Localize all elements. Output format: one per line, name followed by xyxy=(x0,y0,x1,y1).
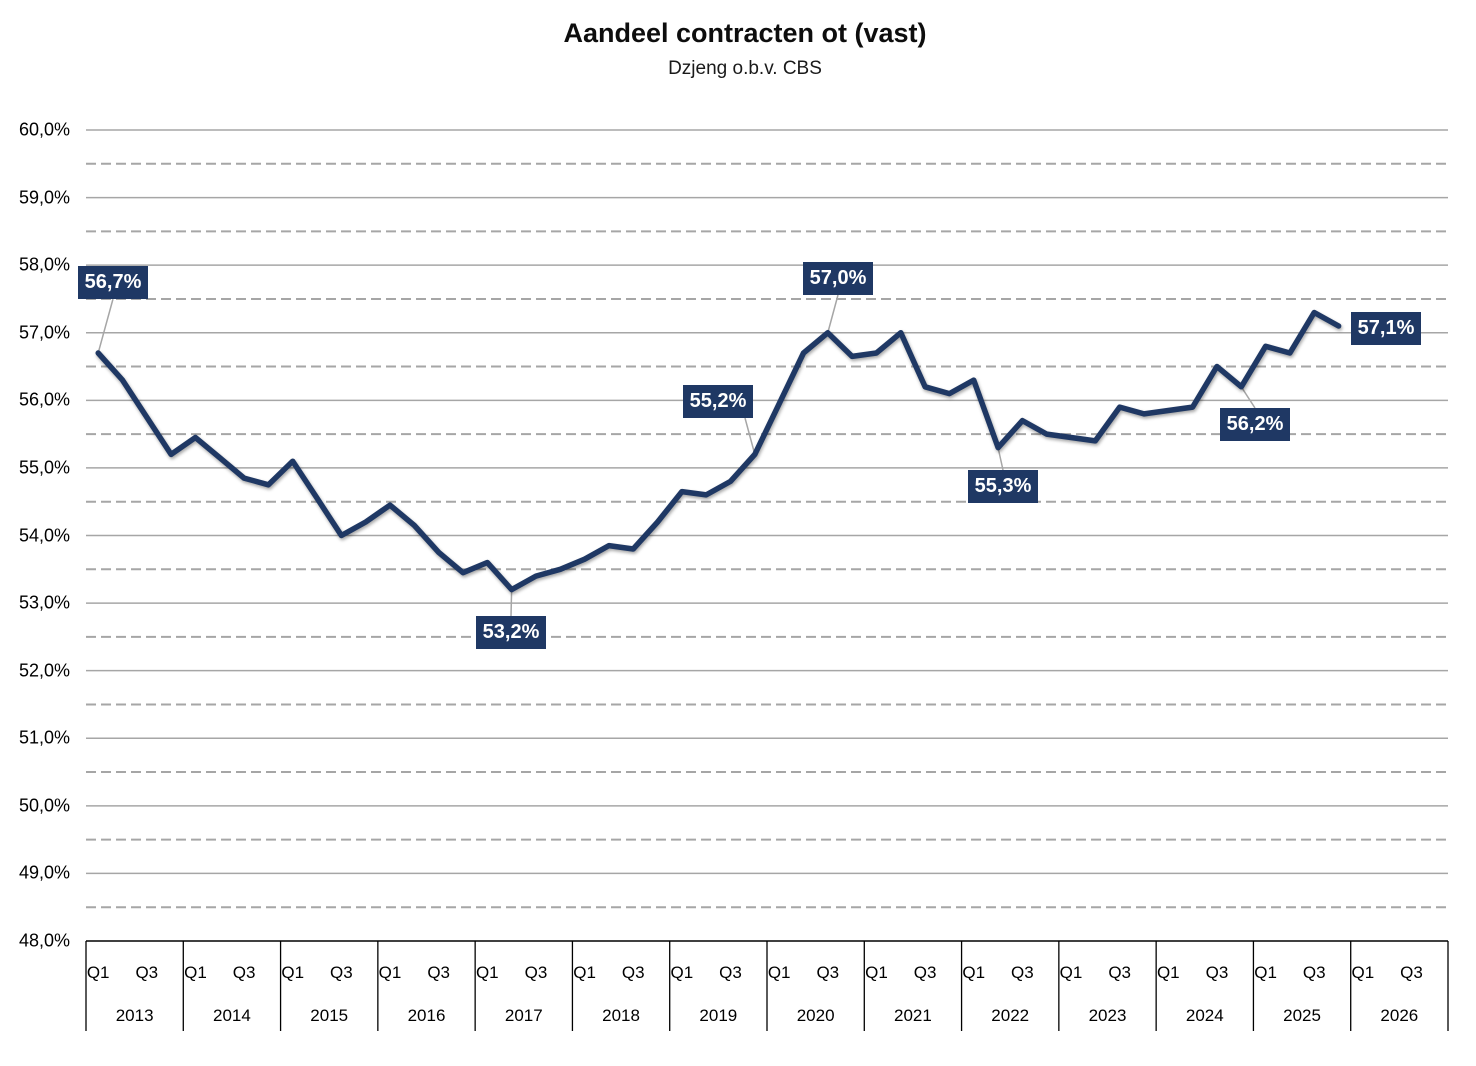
x-axis-quarter-label: Q1 xyxy=(767,963,791,982)
x-axis-quarter-label: Q3 xyxy=(1400,963,1423,982)
x-axis-year-label: 2015 xyxy=(310,1006,349,1025)
y-axis-tick-label: 48,0% xyxy=(18,930,70,951)
y-axis-tick-label: 51,0% xyxy=(18,727,70,748)
x-axis-quarter-label: Q3 xyxy=(524,963,548,982)
x-axis-quarter-label: Q3 xyxy=(427,963,450,982)
series-line xyxy=(95,309,1342,593)
x-axis-quarter-label: Q3 xyxy=(1011,963,1034,982)
x-axis-quarter-label: Q1 xyxy=(1156,963,1180,982)
x-axis-quarter-label: Q1 xyxy=(865,963,888,982)
data-label-leader-line xyxy=(1240,386,1256,409)
x-axis-year-label: 2026 xyxy=(1380,1006,1419,1025)
x-axis-year-label: 2018 xyxy=(602,1006,640,1025)
y-axis-tick-label: 49,0% xyxy=(18,862,70,883)
chart-title: Aandeel contracten ot (vast) xyxy=(563,18,927,48)
x-axis-quarter-label: Q1 xyxy=(184,963,207,982)
x-axis-quarter-label: Q3 xyxy=(232,963,256,982)
x-axis-quarter-label: Q3 xyxy=(913,963,937,982)
x-axis-quarter-label: Q1 xyxy=(573,963,596,982)
data-point-label: 55,3% xyxy=(968,470,1038,503)
x-axis-quarter-label: Q3 xyxy=(330,963,353,982)
x-axis-quarter-label: Q3 xyxy=(621,963,645,982)
y-axis-tick-label: 57,0% xyxy=(18,322,70,343)
chart-subtitle: Dzjeng o.b.v. CBS xyxy=(668,58,822,79)
x-axis-year-label: 2023 xyxy=(1088,1006,1127,1025)
y-axis-tick-label: 53,0% xyxy=(18,592,70,613)
y-axis-tick-label: 52,0% xyxy=(18,660,70,681)
data-point-label: 56,2% xyxy=(1220,408,1290,441)
x-axis-quarter-label: Q1 xyxy=(86,963,110,982)
data-point-label: 53,2% xyxy=(476,616,546,649)
x-axis-year-label: 2019 xyxy=(699,1006,738,1025)
data-label-leader-line xyxy=(827,294,839,333)
y-axis-tick-label: 59,0% xyxy=(18,187,70,208)
x-axis-quarter-label: Q1 xyxy=(1059,963,1083,982)
data-point-label: 57,0% xyxy=(803,262,873,295)
y-axis-tick-label: 55,0% xyxy=(18,457,70,478)
data-label-leader-line xyxy=(97,298,114,354)
x-axis-quarter-label: Q1 xyxy=(1254,963,1277,982)
x-axis-year-label: 2024 xyxy=(1185,1006,1224,1025)
data-label-leader-line xyxy=(510,589,513,617)
x-axis-quarter-label: Q3 xyxy=(719,963,742,982)
x-axis-quarter-label: Q1 xyxy=(281,963,305,982)
x-axis-quarter-label: Q1 xyxy=(962,963,986,982)
x-axis-quarter-label: Q3 xyxy=(135,963,159,982)
x-axis-quarter-label: Q1 xyxy=(378,963,402,982)
x-axis-year-label: 2013 xyxy=(115,1006,154,1025)
x-axis-quarter-label: Q3 xyxy=(1205,963,1229,982)
y-axis-tick-label: 54,0% xyxy=(18,525,70,545)
x-axis-quarter-label: Q3 xyxy=(1302,963,1326,982)
x-axis-year-label: 2014 xyxy=(213,1006,251,1025)
y-axis-tick-label: 60,0% xyxy=(18,119,70,140)
x-axis-quarter-label: Q1 xyxy=(670,963,694,982)
data-point-label: 55,2% xyxy=(683,385,753,418)
y-axis-tick-label: 58,0% xyxy=(18,254,70,275)
data-point-label: 56,7% xyxy=(78,266,148,299)
x-axis-year-label: 2022 xyxy=(991,1006,1030,1025)
x-axis-quarter-label: Q1 xyxy=(475,963,499,982)
data-point-label: 57,1% xyxy=(1351,312,1421,345)
x-axis-year-label: 2025 xyxy=(1283,1006,1321,1025)
x-axis-quarter-label: Q3 xyxy=(816,963,840,982)
x-axis-year-label: 2016 xyxy=(407,1006,446,1025)
data-label-leader-line xyxy=(997,447,1004,471)
x-axis-quarter-label: Q1 xyxy=(1351,963,1375,982)
x-axis-quarter-label: Q3 xyxy=(1108,963,1131,982)
y-axis-tick-label: 50,0% xyxy=(18,795,70,816)
data-label-leader-line xyxy=(744,417,756,455)
x-axis-year-label: 2017 xyxy=(504,1006,543,1025)
x-axis-year-label: 2021 xyxy=(894,1006,932,1025)
y-axis-tick-label: 56,0% xyxy=(18,389,70,410)
x-axis-year-label: 2020 xyxy=(796,1006,835,1025)
